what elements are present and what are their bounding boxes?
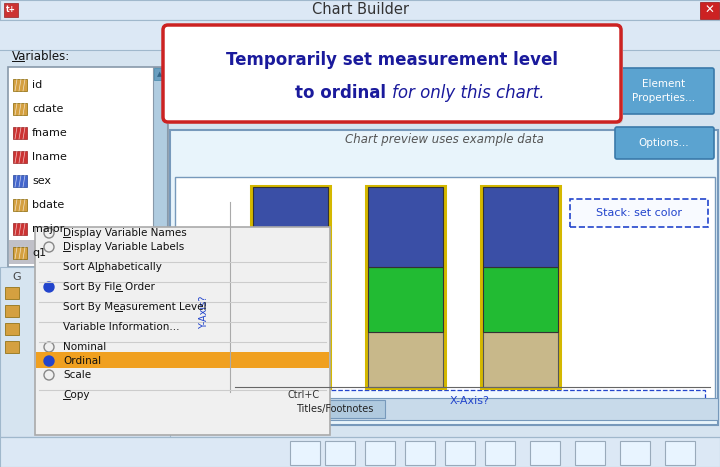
- FancyBboxPatch shape: [615, 127, 714, 159]
- FancyBboxPatch shape: [0, 20, 720, 50]
- FancyBboxPatch shape: [4, 3, 18, 17]
- Text: Display Variable Labels: Display Variable Labels: [63, 242, 184, 252]
- FancyBboxPatch shape: [325, 441, 355, 465]
- Text: Nominal: Nominal: [63, 342, 107, 352]
- FancyBboxPatch shape: [0, 0, 720, 20]
- FancyBboxPatch shape: [180, 237, 228, 387]
- FancyBboxPatch shape: [0, 267, 170, 437]
- FancyBboxPatch shape: [8, 67, 168, 267]
- FancyBboxPatch shape: [253, 332, 328, 387]
- Text: Ordinal: Ordinal: [63, 356, 101, 366]
- FancyBboxPatch shape: [9, 240, 152, 264]
- Text: Variables:: Variables:: [12, 50, 71, 64]
- FancyBboxPatch shape: [5, 287, 19, 299]
- Text: fname: fname: [32, 128, 68, 138]
- FancyBboxPatch shape: [0, 437, 720, 467]
- Text: lname: lname: [32, 152, 67, 162]
- Text: Copy: Copy: [63, 390, 89, 400]
- FancyBboxPatch shape: [13, 247, 27, 259]
- FancyBboxPatch shape: [163, 25, 621, 122]
- FancyBboxPatch shape: [615, 68, 714, 114]
- FancyBboxPatch shape: [253, 187, 328, 267]
- Text: Sort By File Order: Sort By File Order: [63, 282, 155, 292]
- FancyBboxPatch shape: [700, 2, 719, 19]
- FancyBboxPatch shape: [13, 79, 27, 91]
- Text: Variable Information...: Variable Information...: [63, 322, 179, 332]
- Text: major: major: [32, 224, 64, 234]
- FancyBboxPatch shape: [620, 441, 650, 465]
- Text: cdate: cdate: [32, 104, 63, 114]
- FancyBboxPatch shape: [5, 305, 19, 317]
- Text: Chart Builder: Chart Builder: [312, 2, 408, 17]
- FancyBboxPatch shape: [170, 398, 718, 420]
- FancyBboxPatch shape: [483, 267, 558, 332]
- Text: Chart preview uses example data: Chart preview uses example data: [345, 134, 544, 147]
- Text: Scale: Scale: [63, 370, 91, 380]
- FancyBboxPatch shape: [154, 68, 166, 80]
- Text: Sort Alphabetically: Sort Alphabetically: [63, 262, 162, 272]
- Text: Sort By Measurement Level: Sort By Measurement Level: [63, 302, 207, 312]
- Circle shape: [44, 356, 54, 366]
- FancyBboxPatch shape: [153, 67, 167, 267]
- FancyBboxPatch shape: [13, 199, 27, 211]
- Text: Ctrl+C: Ctrl+C: [288, 390, 320, 400]
- FancyBboxPatch shape: [445, 441, 475, 465]
- Text: for only this chart.: for only this chart.: [392, 84, 544, 102]
- Text: bdate: bdate: [32, 200, 64, 210]
- FancyBboxPatch shape: [0, 50, 720, 437]
- Text: Element
Properties...: Element Properties...: [632, 79, 696, 103]
- Text: ▲: ▲: [157, 71, 163, 77]
- FancyBboxPatch shape: [368, 187, 443, 267]
- FancyBboxPatch shape: [483, 187, 558, 267]
- FancyBboxPatch shape: [170, 130, 718, 425]
- FancyBboxPatch shape: [530, 441, 560, 465]
- FancyBboxPatch shape: [235, 390, 705, 412]
- Text: Options...: Options...: [639, 138, 689, 148]
- FancyBboxPatch shape: [13, 127, 27, 139]
- FancyBboxPatch shape: [13, 223, 27, 235]
- Text: q1: q1: [32, 248, 46, 258]
- Text: Y-Axis?: Y-Axis?: [199, 295, 209, 329]
- FancyBboxPatch shape: [405, 441, 435, 465]
- Circle shape: [44, 282, 54, 292]
- FancyBboxPatch shape: [368, 332, 443, 387]
- FancyBboxPatch shape: [13, 175, 27, 187]
- FancyBboxPatch shape: [36, 352, 329, 368]
- FancyBboxPatch shape: [5, 341, 19, 353]
- FancyBboxPatch shape: [485, 441, 515, 465]
- Text: id: id: [32, 80, 42, 90]
- FancyBboxPatch shape: [575, 441, 605, 465]
- FancyBboxPatch shape: [253, 267, 328, 332]
- FancyBboxPatch shape: [570, 199, 708, 227]
- FancyBboxPatch shape: [285, 400, 385, 418]
- FancyBboxPatch shape: [13, 151, 27, 163]
- Text: X-Axis?: X-Axis?: [450, 396, 490, 406]
- Text: ✕: ✕: [705, 3, 714, 16]
- FancyBboxPatch shape: [13, 103, 27, 115]
- Text: Display Variable Names: Display Variable Names: [63, 228, 186, 238]
- Text: Stack: set color: Stack: set color: [596, 208, 682, 218]
- FancyBboxPatch shape: [175, 177, 715, 417]
- FancyBboxPatch shape: [165, 27, 623, 124]
- FancyBboxPatch shape: [5, 323, 19, 335]
- FancyBboxPatch shape: [35, 227, 330, 435]
- Text: G: G: [12, 272, 21, 282]
- Text: Temporarily set measurement level: Temporarily set measurement level: [226, 51, 558, 70]
- Text: Titles/Footnotes: Titles/Footnotes: [297, 404, 374, 414]
- FancyBboxPatch shape: [368, 267, 443, 332]
- Text: sex: sex: [32, 176, 51, 186]
- FancyBboxPatch shape: [483, 332, 558, 387]
- FancyBboxPatch shape: [290, 441, 320, 465]
- FancyBboxPatch shape: [665, 441, 695, 465]
- Text: to ordinal: to ordinal: [295, 84, 392, 102]
- Text: t+: t+: [6, 6, 16, 14]
- FancyBboxPatch shape: [365, 441, 395, 465]
